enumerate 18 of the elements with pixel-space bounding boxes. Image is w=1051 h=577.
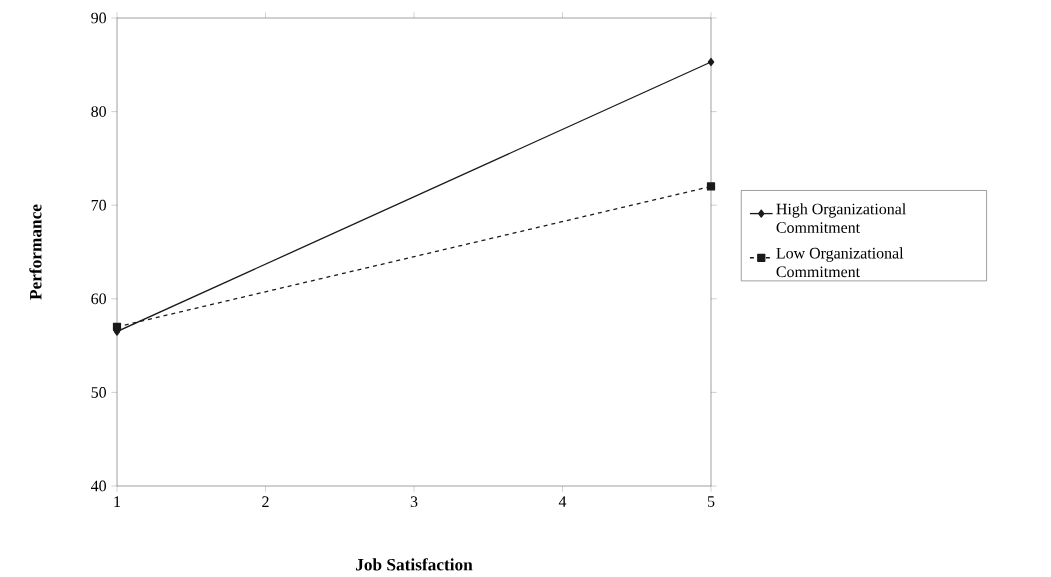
y-axis-title: Performance [29,204,42,300]
legend-label: Low Organizational Commitment [776,247,904,278]
y-tick-label: 60 [91,293,107,305]
y-tick-label: 90 [91,12,107,24]
x-axis-title: Job Satisfaction [356,558,473,571]
x-tick-label: 1 [114,496,121,507]
y-tick-label: 80 [91,106,107,117]
point [707,57,715,67]
legend-label: High Organizational Commitment [776,203,906,233]
point [706,182,716,191]
x-tick-label: 3 [410,496,418,508]
x-tick-label: 5 [707,496,715,507]
y-tick-label: 50 [91,387,107,398]
x-tick-label: 2 [262,496,269,507]
y-tick-label: 70 [91,199,107,211]
point [112,322,122,331]
y-tick-label: 40 [91,480,107,492]
x-tick-label: 4 [558,496,567,507]
